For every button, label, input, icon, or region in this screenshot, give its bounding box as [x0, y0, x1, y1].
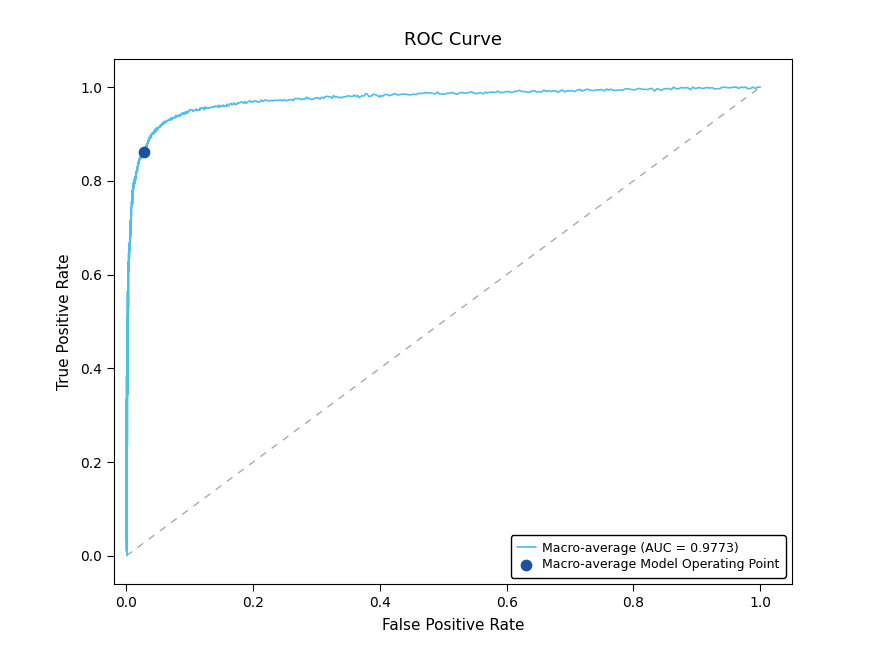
- Macro-average (AUC = 0.9773): [189, 107, 200, 115]
- Macro-average (AUC = 0.9773): [121, 431, 131, 439]
- Macro-average (AUC = 0.9773): [755, 83, 766, 91]
- Macro-average (AUC = 0.9773): [123, 321, 133, 329]
- Macro-average (AUC = 0.9773): [208, 104, 219, 112]
- Macro-average Model Operating Point: [136, 146, 150, 157]
- Y-axis label: True Positive Rate: True Positive Rate: [57, 253, 72, 390]
- Macro-average (AUC = 0.9773): [324, 93, 334, 101]
- Line: Macro-average (AUC = 0.9773): Macro-average (AUC = 0.9773): [126, 87, 760, 556]
- Title: ROC Curve: ROC Curve: [404, 31, 502, 49]
- Macro-average (AUC = 0.9773): [122, 552, 132, 560]
- Macro-average (AUC = 0.9773): [493, 87, 503, 95]
- Macro-average (AUC = 0.9773): [178, 109, 189, 117]
- X-axis label: False Positive Rate: False Positive Rate: [382, 618, 524, 633]
- Legend: Macro-average (AUC = 0.9773), Macro-average Model Operating Point: Macro-average (AUC = 0.9773), Macro-aver…: [511, 535, 786, 577]
- Macro-average (AUC = 0.9773): [668, 83, 679, 91]
